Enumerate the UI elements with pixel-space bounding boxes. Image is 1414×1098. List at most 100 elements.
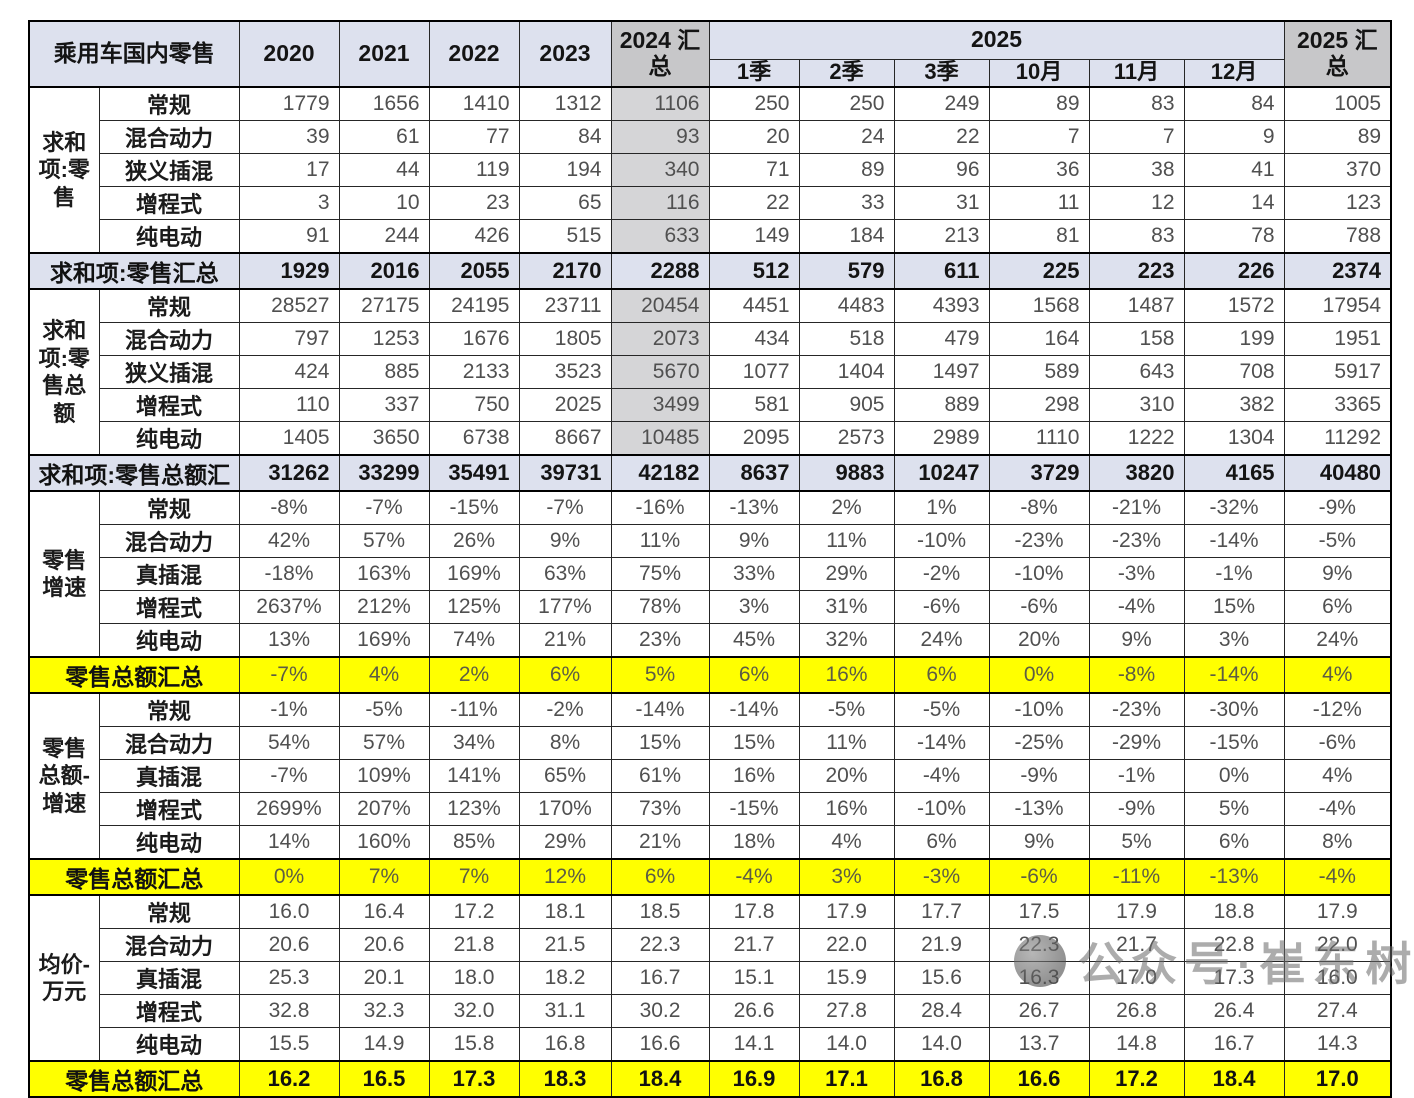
cell: 20% bbox=[798, 759, 895, 793]
summary-cell: 17.0 bbox=[1283, 1060, 1392, 1098]
cell: 16.6 bbox=[610, 1027, 710, 1062]
summary-cell: 6% bbox=[893, 656, 990, 694]
cell: 16.4 bbox=[338, 894, 430, 929]
cell: 14% bbox=[238, 825, 340, 860]
cell: 20.6 bbox=[238, 928, 340, 962]
cell: -14% bbox=[1183, 524, 1285, 558]
cell: 110 bbox=[238, 388, 340, 422]
summary-cell: 512 bbox=[708, 252, 800, 290]
cell: -4% bbox=[1088, 590, 1185, 624]
summary-label: 零售总额汇总 bbox=[28, 1060, 240, 1098]
cell: -29% bbox=[1088, 726, 1185, 760]
summary-cell: 225 bbox=[988, 252, 1090, 290]
cell: 24195 bbox=[428, 288, 520, 323]
summary-cell: 6% bbox=[518, 656, 612, 694]
table-row: 纯电动 91 244 426 515 633 149 184 213 81 83 78 788 bbox=[29, 219, 1392, 254]
cell: 15.6 bbox=[893, 961, 990, 995]
table-row: 狭义插混 424 885 2133 3523 5670 1077 1404 1497 589 643… bbox=[29, 355, 1392, 389]
summary-cell: 16.5 bbox=[338, 1060, 430, 1098]
cell: 24 bbox=[798, 120, 895, 154]
cell: 21.7 bbox=[1088, 928, 1185, 962]
summary-cell: 2374 bbox=[1283, 252, 1392, 290]
cell: 158 bbox=[1088, 322, 1185, 356]
cell: 63% bbox=[518, 557, 612, 591]
row-label: 真插混 bbox=[98, 961, 240, 995]
summary-cell: 39731 bbox=[518, 454, 612, 492]
cell: -1% bbox=[1183, 557, 1285, 591]
cell: 310 bbox=[1088, 388, 1185, 422]
cell: 26.6 bbox=[708, 994, 800, 1028]
summary-cell: 2% bbox=[428, 656, 520, 694]
table-row: 求和项:零售总额 常规 28527 27175 24195 23711 20454 4451 4… bbox=[28, 288, 1392, 456]
cell: 25.3 bbox=[238, 961, 340, 995]
row-label: 狭义插混 bbox=[98, 355, 240, 389]
cell: 91 bbox=[238, 219, 340, 254]
cell: -9% bbox=[988, 759, 1090, 793]
group-label: 零售总额-增速 bbox=[28, 692, 100, 860]
cell: 73% bbox=[610, 792, 710, 826]
cell: 109% bbox=[338, 759, 430, 793]
cell: 2133 bbox=[428, 355, 520, 389]
cell: 2% bbox=[798, 490, 895, 525]
retail-table-container: 乘用车国内零售 2020 2021 2022 2023 2024 汇总 2025… bbox=[28, 20, 1393, 1098]
cell: 244 bbox=[338, 219, 430, 254]
cell: 1312 bbox=[518, 86, 612, 121]
group-label: 求和项:零售总额 bbox=[28, 288, 100, 456]
cell: 5670 bbox=[610, 355, 710, 389]
cell: 15.8 bbox=[428, 1027, 520, 1062]
table-title: 乘用车国内零售 bbox=[28, 20, 240, 88]
cell: 1106 bbox=[610, 86, 710, 121]
cell: 249 bbox=[893, 86, 990, 121]
cell: 1805 bbox=[518, 322, 612, 356]
cell: 4451 bbox=[708, 288, 800, 323]
summary-cell: 4165 bbox=[1183, 454, 1285, 492]
cell: -14% bbox=[893, 726, 990, 760]
summary-cell: 7% bbox=[338, 858, 430, 896]
cell: 16.8 bbox=[518, 1027, 612, 1062]
cell: -8% bbox=[988, 490, 1090, 525]
cell: 13% bbox=[238, 623, 340, 658]
cell: 24% bbox=[1283, 623, 1392, 658]
cell: 20.6 bbox=[338, 928, 430, 962]
cell: 479 bbox=[893, 322, 990, 356]
cell: 5% bbox=[1088, 825, 1185, 860]
cell: 21.5 bbox=[518, 928, 612, 962]
cell: 89 bbox=[988, 86, 1090, 121]
row-label: 增程式 bbox=[98, 792, 240, 826]
cell: 27.4 bbox=[1283, 994, 1392, 1028]
cell: 32.8 bbox=[238, 994, 340, 1028]
cell: 2699% bbox=[238, 792, 340, 826]
cell: 6738 bbox=[428, 421, 520, 456]
table-row: 真插混 -7% 109% 141% 65% 61% 16% 20% -4% -9% -1% 0% 4% bbox=[29, 759, 1392, 793]
cell: 28.4 bbox=[893, 994, 990, 1028]
cell: 141% bbox=[428, 759, 520, 793]
cell: 370 bbox=[1283, 153, 1392, 187]
group-label: 求和项:零售 bbox=[28, 86, 100, 254]
cell: 17.0 bbox=[1088, 961, 1185, 995]
cell: -4% bbox=[1283, 792, 1392, 826]
cell: 10 bbox=[338, 186, 430, 220]
cell: 123 bbox=[1283, 186, 1392, 220]
cell: 337 bbox=[338, 388, 430, 422]
cell: 169% bbox=[338, 623, 430, 658]
cell: 163% bbox=[338, 557, 430, 591]
cell: 22.3 bbox=[610, 928, 710, 962]
cell: 13.7 bbox=[988, 1027, 1090, 1062]
cell: 885 bbox=[338, 355, 430, 389]
cell: 22.8 bbox=[1183, 928, 1285, 962]
cell: 17.9 bbox=[1088, 894, 1185, 929]
col-header-q1: 1季 bbox=[708, 58, 800, 88]
cell: 2073 bbox=[610, 322, 710, 356]
cell: 7 bbox=[988, 120, 1090, 154]
cell: -10% bbox=[988, 557, 1090, 591]
cell: 8% bbox=[518, 726, 612, 760]
col-header-nov: 11月 bbox=[1088, 58, 1185, 88]
cell: 426 bbox=[428, 219, 520, 254]
row-label: 常规 bbox=[98, 86, 240, 121]
summary-cell: -6% bbox=[988, 858, 1090, 896]
cell: 9% bbox=[1283, 557, 1392, 591]
cell: 170% bbox=[518, 792, 612, 826]
cell: 3365 bbox=[1283, 388, 1392, 422]
cell: -16% bbox=[610, 490, 710, 525]
cell: -23% bbox=[988, 524, 1090, 558]
